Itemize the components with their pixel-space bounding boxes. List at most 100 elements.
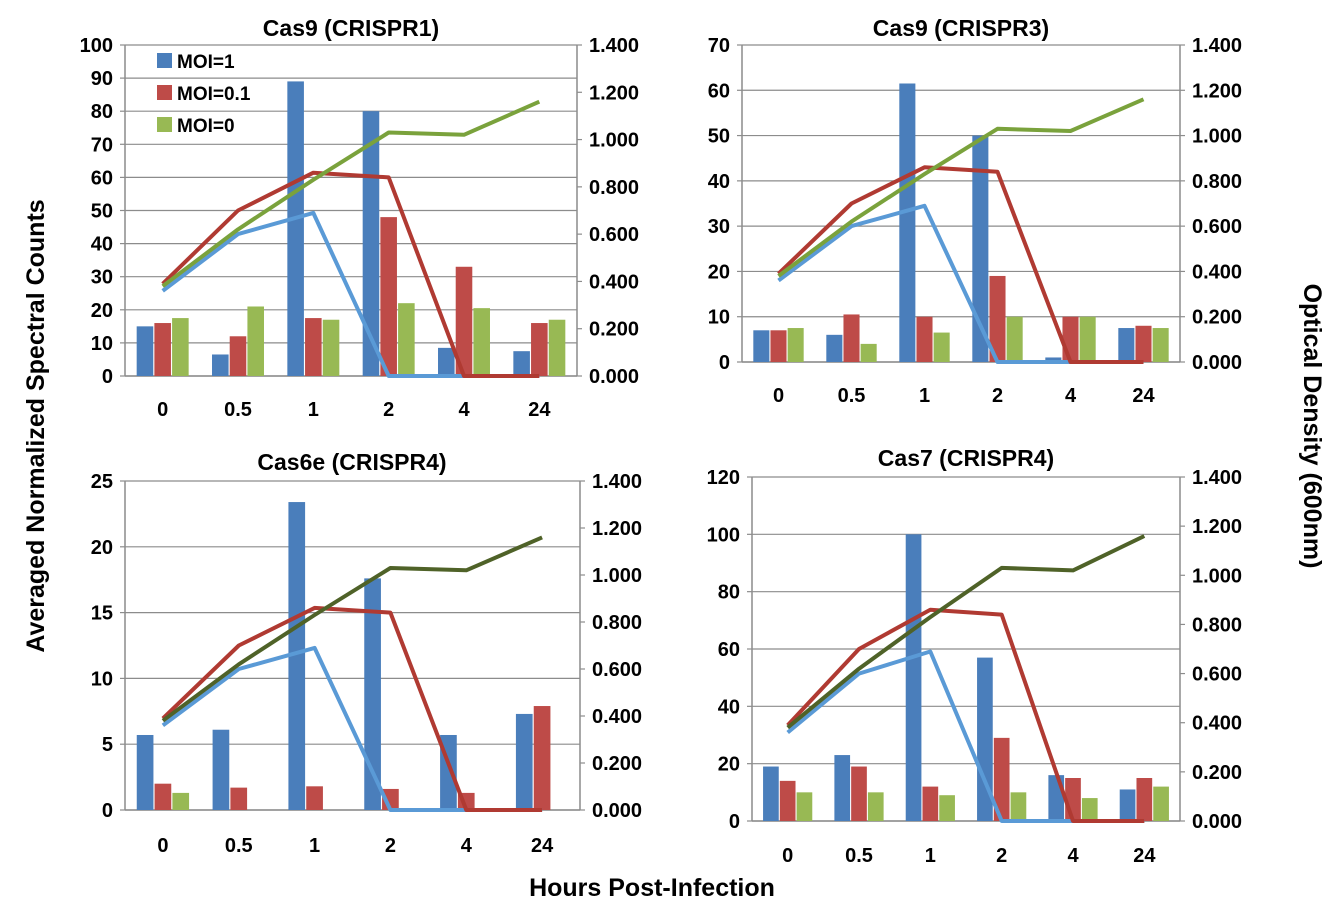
- bar-3: [867, 792, 884, 821]
- legend: MOI=1 MOI=0.1 MOI=0: [157, 52, 251, 137]
- bar-2: [843, 314, 860, 362]
- bar-1: [288, 502, 306, 810]
- y2-tick-label: 1.200: [1192, 516, 1242, 538]
- od-line-2: [161, 170, 540, 378]
- y2-tick-label: 0.000: [589, 366, 639, 388]
- x-tick-label: 0: [782, 845, 793, 867]
- x-tick-label: 0.5: [838, 385, 866, 407]
- bar-1: [826, 334, 843, 362]
- y2-tick-label: 0.400: [592, 706, 642, 728]
- y2-tick-label: 1.400: [1192, 35, 1242, 57]
- y-tick-label: 40: [708, 171, 730, 193]
- y2-tick-label: 1.400: [592, 471, 642, 493]
- bar-2: [455, 266, 473, 376]
- bar-2: [531, 323, 548, 376]
- bar-3: [1006, 316, 1023, 362]
- y-tick-label: 10: [91, 668, 113, 690]
- y-tick-label: 0: [102, 800, 113, 822]
- bar-1: [136, 326, 154, 376]
- y-tick-label: 5: [102, 734, 113, 756]
- x-tick-label: 24: [1133, 845, 1156, 867]
- legend-swatch-3: [157, 117, 172, 132]
- y-tick-label: 0: [719, 352, 730, 374]
- y-tick-label: 50: [91, 201, 113, 223]
- x-tick-label: 0: [157, 399, 168, 421]
- y2-tick-label: 1.400: [589, 35, 639, 57]
- y-tick-label: 50: [708, 126, 730, 148]
- y-tick-label: 40: [718, 696, 740, 718]
- y2-tick-label: 0.800: [589, 177, 639, 199]
- x-tick-label: 0.5: [845, 845, 873, 867]
- x-axis-label: Hours Post-Infection: [529, 874, 775, 902]
- od-line-2: [786, 607, 1145, 823]
- y-tick-label: 40: [91, 234, 113, 256]
- y-tick-label: 15: [91, 603, 113, 625]
- bar-1: [438, 347, 455, 376]
- legend-label-3: MOI=0: [177, 116, 235, 137]
- bar-3: [548, 319, 566, 376]
- chart-panel-1: 01020304050607080901000.0000.2000.4000.6…: [80, 15, 639, 421]
- y2-tick-label: 0.600: [1192, 216, 1242, 238]
- x-tick-label: 24: [528, 399, 551, 421]
- x-tick-label: 2: [996, 845, 1007, 867]
- y2-tick-label: 0.400: [589, 271, 639, 293]
- bar-2: [989, 275, 1006, 362]
- chart-panel-2: 0102030405060700.0000.2000.4000.6000.800…: [708, 15, 1242, 407]
- y2-tick-label: 0.600: [589, 224, 639, 246]
- chart-title: Cas6e (CRISPR4): [257, 449, 446, 475]
- bar-3: [172, 318, 189, 376]
- legend-swatch-1: [157, 53, 172, 68]
- bar-3: [939, 795, 955, 821]
- bar-1: [287, 81, 304, 376]
- y-tick-label: 70: [91, 134, 113, 156]
- bar-1: [972, 135, 989, 362]
- y2-tick-label: 0.200: [589, 319, 639, 341]
- bar-3: [933, 332, 950, 362]
- od-line-3: [161, 535, 543, 723]
- x-tick-label: 0.5: [224, 399, 252, 421]
- x-tick-label: 1: [919, 385, 930, 407]
- bar-1: [753, 330, 770, 362]
- chart-title: Cas9 (CRISPR1): [263, 15, 439, 41]
- y-tick-label: 20: [708, 261, 730, 283]
- od-line-2: [777, 165, 1144, 364]
- y2-tick-label: 0.000: [1192, 811, 1242, 833]
- y-tick-label: 70: [708, 35, 730, 57]
- bar-1: [212, 729, 230, 810]
- y2-tick-label: 1.400: [1192, 467, 1242, 489]
- bar-3: [1010, 792, 1027, 821]
- bar-2: [851, 766, 867, 821]
- bar-2: [380, 217, 397, 376]
- chart-title: Cas7 (CRISPR4): [878, 445, 1054, 471]
- chart-panels: 01020304050607080901000.0000.2000.4000.6…: [80, 15, 1242, 867]
- bar-1: [905, 534, 922, 821]
- x-tick-label: 4: [1065, 385, 1077, 407]
- bar-3: [398, 303, 415, 376]
- y2-tick-label: 0.200: [592, 753, 642, 775]
- bar-3: [860, 343, 877, 362]
- bar-3: [1079, 316, 1096, 362]
- bar-3: [1152, 328, 1169, 362]
- y2-tick-label: 0.800: [1192, 171, 1242, 193]
- legend-label-2: MOI=0.1: [177, 84, 251, 105]
- y-tick-label: 0: [729, 811, 740, 833]
- y-tick-label: 60: [708, 80, 730, 102]
- legend-label-1: MOI=1: [177, 52, 235, 73]
- y-axis-label-left: Averaged Normalized Spectral Counts: [22, 199, 50, 652]
- y2-tick-label: 1.000: [1192, 126, 1242, 148]
- y-tick-label: 100: [707, 524, 740, 546]
- bar-1: [515, 713, 533, 810]
- y2-tick-label: 0.200: [1192, 307, 1242, 329]
- chart-title: Cas9 (CRISPR3): [873, 15, 1049, 41]
- y-tick-label: 25: [91, 471, 113, 493]
- x-tick-label: 0: [157, 835, 168, 857]
- od-line-2: [161, 605, 543, 812]
- y-tick-label: 100: [80, 35, 113, 57]
- bar-1: [136, 734, 154, 810]
- bar-3: [473, 308, 490, 376]
- chart-panel-4: 0204060801001200.0000.2000.4000.6000.800…: [707, 445, 1242, 867]
- bar-3: [247, 306, 264, 376]
- bar-1: [899, 83, 916, 362]
- bar-3: [787, 328, 804, 362]
